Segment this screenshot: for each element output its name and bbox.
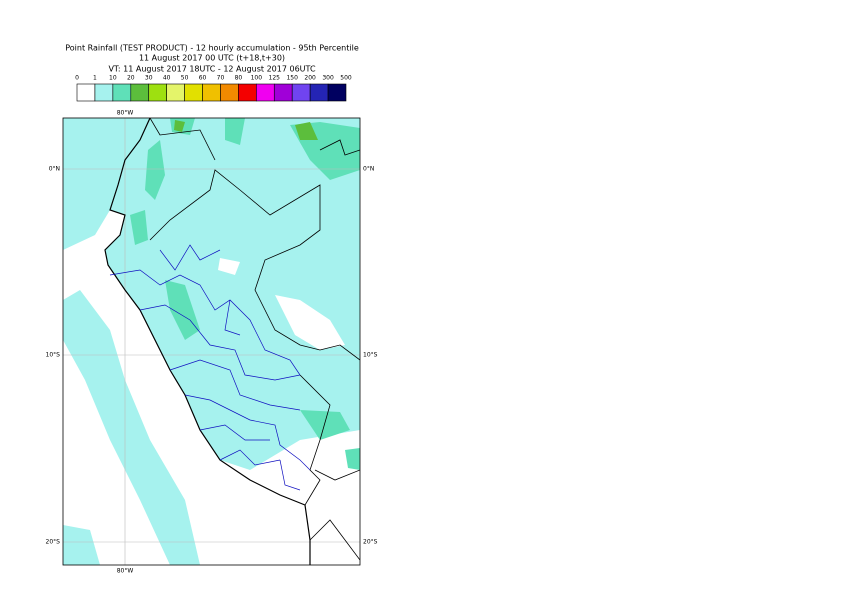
rain-area [295, 122, 318, 140]
legend-swatch [166, 83, 185, 102]
lat-label: 20°S [46, 539, 61, 546]
legend-label: 10 [109, 75, 117, 82]
rain-area [105, 118, 360, 470]
lat-label: 0°N [363, 166, 374, 173]
rain-area [145, 140, 165, 200]
rain-area [174, 120, 185, 132]
legend: 0 1 10 20 30 40 50 60 70 80 100 125 150 200 300 500 [75, 75, 352, 102]
subtitle: 11 August 2017 00 UTC (t+18,t+30) [139, 54, 285, 63]
rain-area [225, 118, 245, 145]
legend-label: 0 [75, 75, 79, 82]
rain-area [130, 210, 148, 245]
legend-swatch [112, 83, 132, 102]
legend-label: 1 [93, 75, 97, 82]
subtitle: VT: 11 August 2017 18UTC - 12 August 201… [108, 65, 316, 74]
legend-label: 40 [163, 75, 171, 82]
map-frame [62, 117, 361, 566]
rain-area [345, 448, 360, 470]
rain-area [165, 280, 200, 340]
rain-area [63, 525, 100, 565]
graticule [63, 118, 360, 565]
legend-label: 200 [304, 75, 316, 82]
lat-label: 10°S [46, 352, 61, 359]
lat-label: 10°S [363, 352, 378, 359]
legend-label: 300 [322, 75, 334, 82]
legend-swatch [94, 83, 114, 102]
legend-swatch [76, 83, 96, 102]
legend-label: 30 [145, 75, 153, 82]
legend-swatch [184, 83, 203, 102]
legend-label: 60 [199, 75, 207, 82]
legend-swatch [291, 83, 311, 102]
legend-swatch [148, 83, 167, 102]
legend-label: 50 [181, 75, 189, 82]
title: Point Rainfall (TEST PRODUCT) - 12 hourl… [65, 44, 359, 53]
legend-label: 100 [251, 75, 263, 82]
legend-label: 500 [340, 75, 352, 82]
rain-area [63, 290, 200, 565]
lon-label: 80°W [117, 110, 134, 117]
legend-label: 125 [269, 75, 281, 82]
legend-swatch [238, 83, 257, 102]
legend-swatch [256, 83, 275, 102]
rain-area [300, 410, 350, 440]
legend-label: 70 [217, 75, 225, 82]
rain-area [63, 118, 150, 250]
legend-label: 150 [286, 75, 298, 82]
map [63, 118, 360, 565]
lat-label: 20°S [363, 539, 378, 546]
legend-swatch [327, 83, 347, 102]
legend-label: 20 [127, 75, 135, 82]
lat-label: 0°N [49, 166, 60, 173]
dry-area [275, 295, 345, 350]
legend-swatch [220, 83, 239, 102]
dry-area [218, 258, 240, 275]
legend-swatch [130, 83, 150, 102]
legend-swatch [202, 83, 221, 102]
country-border [149, 118, 360, 561]
legend-label: 80 [235, 75, 243, 82]
region-border [109, 244, 311, 491]
legend-swatch [273, 83, 293, 102]
lon-label: 80°W [117, 568, 134, 575]
legend-swatch [309, 83, 329, 102]
